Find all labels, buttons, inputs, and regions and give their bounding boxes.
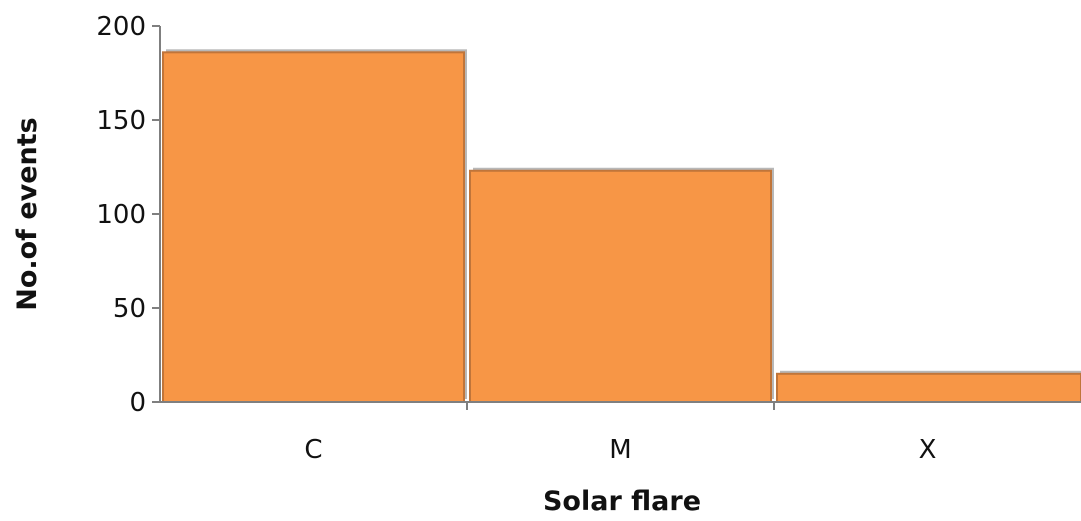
bar-C [162,51,465,403]
y-tick-label-200: 200 [96,12,146,42]
y-axis-title: No.of events [12,117,43,311]
y-tick-label-50: 50 [113,294,146,324]
bar-M [469,169,772,403]
bars-layer [162,49,1081,403]
bar-X [776,372,1081,403]
x-axis-title: Solar flare [543,486,701,516]
y-tick-label-150: 150 [96,106,146,136]
x-tick-label-C: C [304,435,322,465]
y-tick-label-100: 100 [96,200,146,230]
labels-layer: Solar flare No.of events 0 50 100 150 200 C M X [12,12,937,517]
x-tick-label-X: X [919,435,937,465]
axes-layer [152,25,1081,410]
y-tick-label-0: 0 [129,388,146,418]
x-tick-label-M: M [609,435,631,465]
